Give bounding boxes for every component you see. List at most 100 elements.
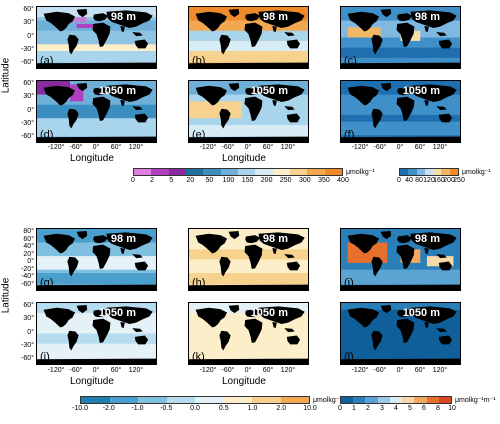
- panel-label: (f): [344, 129, 355, 141]
- lon-tick: 0°: [244, 367, 252, 374]
- colorbar-tick: 250: [279, 177, 292, 184]
- lat-tick: 40°: [23, 243, 34, 251]
- colorbar-segment: [377, 397, 390, 403]
- colorbar-segment: [324, 169, 342, 175]
- colorbar-tick: 10: [448, 405, 456, 412]
- colorbar-tick: 250: [453, 177, 465, 184]
- depth-label: 98 m: [262, 233, 288, 245]
- colorbar-tick: 50: [205, 177, 214, 184]
- longitude-axis-label-2: Longitude: [222, 153, 266, 164]
- lon-tick: 60°: [262, 144, 274, 151]
- lon-tick: -120°: [47, 144, 65, 151]
- lon-tick: 120°: [432, 367, 448, 374]
- lon-tick: -120°: [351, 144, 369, 151]
- colorbar-segment: [341, 397, 354, 403]
- colorbar-tick: 100: [222, 177, 235, 184]
- colorbar-segment: [449, 169, 458, 175]
- colorbar-difference: [399, 168, 459, 176]
- colorbar-segment: [416, 169, 425, 175]
- colorbar-segment: [185, 169, 204, 175]
- depth-label: 1050 m: [98, 85, 136, 97]
- colorbar-segment: [255, 169, 273, 175]
- colorbar-segment: [438, 397, 451, 403]
- colorbar-segment: [400, 169, 409, 175]
- lat-tick: -30°: [21, 119, 34, 127]
- depth-label: 1050 m: [250, 307, 288, 319]
- depth-label: 98 m: [414, 233, 440, 245]
- map-panel-c: (c) 98 m: [340, 6, 461, 69]
- map-panel-f: (f) 1050 m: [340, 80, 461, 143]
- colorbar-segment: [307, 169, 325, 175]
- colorbar-segment: [389, 397, 403, 403]
- colorbar-tick: 0.0: [190, 405, 200, 412]
- map-panel-j: (j) 1050 m: [36, 302, 157, 365]
- colorbar-tick: 200: [260, 177, 273, 184]
- lat-tick: 0°: [27, 258, 34, 266]
- colorbar-tick: 5: [408, 405, 412, 412]
- lon-tick: 120°: [432, 144, 448, 151]
- panel-label: (a): [40, 55, 54, 67]
- colorbar-tick: 120: [423, 177, 435, 184]
- panel-label: (h): [192, 277, 206, 289]
- lon-tick: 60°: [110, 144, 122, 151]
- colorbar-tick: 350: [318, 177, 330, 184]
- lon-tick: -60°: [373, 367, 387, 374]
- colorbar-segment: [433, 169, 442, 175]
- lon-tick: 60°: [414, 367, 426, 374]
- colorbar-tick: 0: [131, 177, 135, 184]
- panel-label: (k): [192, 351, 205, 363]
- colorbar-segment: [441, 169, 450, 175]
- colorbar-concentration: [133, 168, 343, 176]
- colorbar-tick: 6: [422, 405, 426, 412]
- colorbar-segment: [408, 169, 417, 175]
- lat-tick: 0°: [27, 32, 34, 40]
- panel-label: (d): [40, 129, 54, 141]
- lon-tick: 0°: [244, 144, 252, 151]
- colorbar-tick: 150: [241, 177, 254, 184]
- colorbar-tick: 8: [436, 405, 440, 412]
- lon-tick: -60°: [373, 144, 387, 151]
- colorbar-gradient-abs: [340, 396, 452, 404]
- lon-tick: -120°: [199, 367, 217, 374]
- colorbar-gradient: [80, 396, 310, 404]
- colorbar-tick: 0.5: [218, 405, 229, 412]
- colorbar-segment: [81, 397, 110, 403]
- lat-tick: 60°: [23, 235, 34, 243]
- colorbar-tick: 2: [150, 177, 155, 184]
- colorbar-unit: μmolkg⁻¹m⁻¹: [313, 397, 354, 404]
- lat-tick: -60°: [21, 133, 34, 140]
- lat-tick: 30°: [23, 93, 34, 101]
- longitude-axis-label-4: Longitude: [222, 376, 266, 387]
- colorbar-segment: [252, 397, 281, 403]
- colorbar-segment: [134, 169, 152, 175]
- lat-tick: -20°: [21, 265, 34, 273]
- depth-label: 1050 m: [98, 307, 136, 319]
- map-panel-a: (a) 98 m: [36, 6, 157, 69]
- colorbar-segment: [138, 397, 167, 403]
- panel-label: (j): [40, 351, 50, 363]
- map-panel-g: (g) 98 m: [36, 228, 157, 291]
- map-panel-h: (h) 98 m: [188, 228, 309, 291]
- colorbar-unit: μmolkg⁻¹m⁻¹: [455, 397, 496, 404]
- lon-tick: 0°: [396, 367, 404, 374]
- lon-tick: -120°: [47, 367, 65, 374]
- lat-tick: -60°: [21, 355, 34, 362]
- lon-tick: -60°: [69, 367, 83, 374]
- panel-label: (e): [192, 129, 206, 141]
- colorbar-tick: 5: [169, 177, 174, 184]
- colorbar-unit: μmolkg⁻¹: [346, 169, 375, 176]
- colorbar-tick: -2.0: [102, 405, 115, 412]
- lon-tick: -120°: [351, 367, 369, 374]
- map-panel-d: (d) 1050 m: [36, 80, 157, 143]
- colorbar-unit: μmolkg⁻¹: [462, 169, 491, 176]
- colorbar-segment: [223, 397, 252, 403]
- lat-tick: 60°: [23, 302, 34, 309]
- lat-tick: -30°: [21, 45, 34, 53]
- lon-tick: 120°: [128, 367, 144, 374]
- panel-label: (l): [344, 351, 354, 363]
- colorbar-segment: [414, 397, 427, 403]
- lon-tick: 0°: [396, 144, 404, 151]
- lat-tick: -60°: [21, 59, 34, 66]
- lon-tick: -60°: [221, 367, 235, 374]
- colorbar-tick: 1.0: [247, 405, 258, 412]
